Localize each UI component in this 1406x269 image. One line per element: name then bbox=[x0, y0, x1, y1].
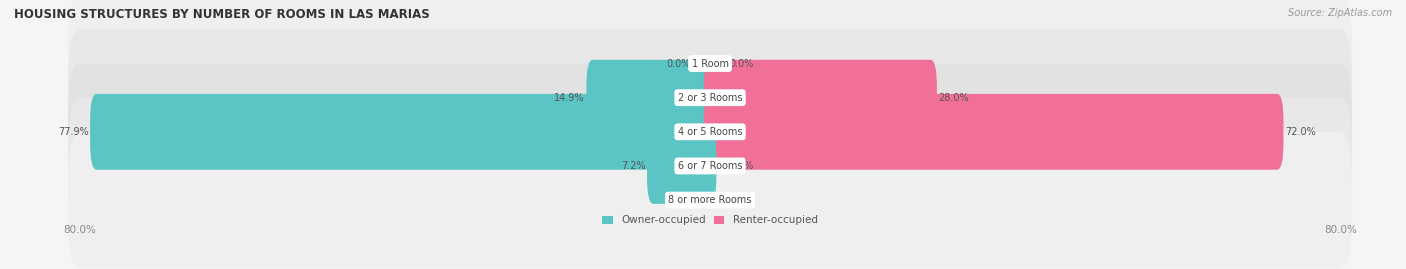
Text: 0.0%: 0.0% bbox=[730, 161, 754, 171]
Text: 0.0%: 0.0% bbox=[666, 195, 690, 205]
Text: 0.0%: 0.0% bbox=[666, 59, 690, 69]
FancyBboxPatch shape bbox=[586, 60, 716, 136]
Text: 2 or 3 Rooms: 2 or 3 Rooms bbox=[678, 93, 742, 103]
Text: 14.9%: 14.9% bbox=[554, 93, 585, 103]
FancyBboxPatch shape bbox=[67, 29, 1353, 166]
FancyBboxPatch shape bbox=[67, 63, 1353, 200]
Text: 0.0%: 0.0% bbox=[730, 195, 754, 205]
FancyBboxPatch shape bbox=[67, 132, 1353, 268]
FancyBboxPatch shape bbox=[704, 60, 936, 136]
FancyBboxPatch shape bbox=[647, 128, 716, 204]
Text: Source: ZipAtlas.com: Source: ZipAtlas.com bbox=[1288, 8, 1392, 18]
Legend: Owner-occupied, Renter-occupied: Owner-occupied, Renter-occupied bbox=[598, 211, 823, 229]
Text: HOUSING STRUCTURES BY NUMBER OF ROOMS IN LAS MARIAS: HOUSING STRUCTURES BY NUMBER OF ROOMS IN… bbox=[14, 8, 430, 21]
Text: 6 or 7 Rooms: 6 or 7 Rooms bbox=[678, 161, 742, 171]
Text: 1 Room: 1 Room bbox=[692, 59, 728, 69]
Text: 7.2%: 7.2% bbox=[621, 161, 645, 171]
FancyBboxPatch shape bbox=[67, 0, 1353, 132]
Text: 8 or more Rooms: 8 or more Rooms bbox=[668, 195, 752, 205]
Text: 0.0%: 0.0% bbox=[730, 59, 754, 69]
FancyBboxPatch shape bbox=[90, 94, 716, 170]
Text: 4 or 5 Rooms: 4 or 5 Rooms bbox=[678, 127, 742, 137]
Text: 72.0%: 72.0% bbox=[1285, 127, 1316, 137]
Text: 77.9%: 77.9% bbox=[58, 127, 89, 137]
FancyBboxPatch shape bbox=[67, 98, 1353, 234]
FancyBboxPatch shape bbox=[704, 94, 1284, 170]
Text: 28.0%: 28.0% bbox=[938, 93, 969, 103]
